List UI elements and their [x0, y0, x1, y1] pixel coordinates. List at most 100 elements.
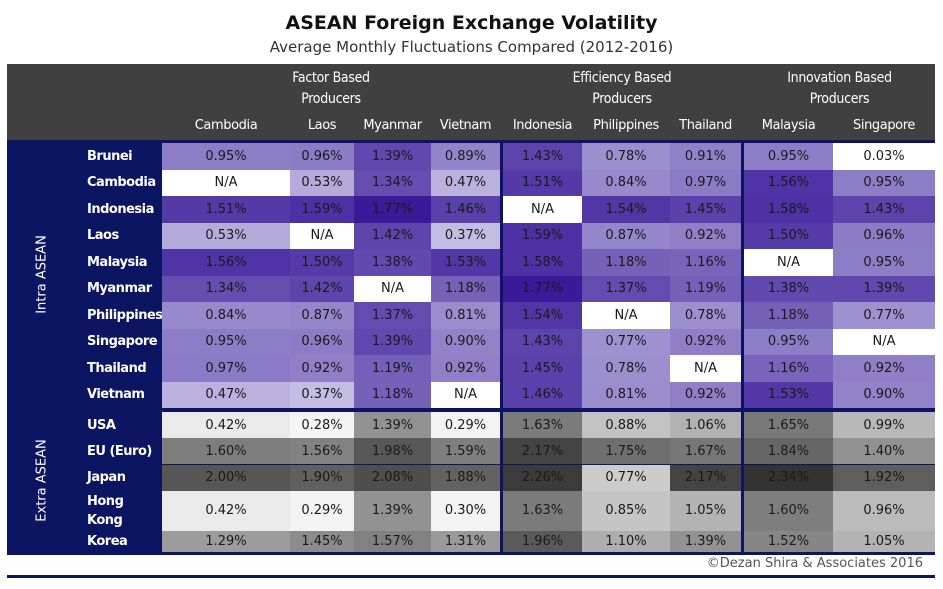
heatmap-cell: 0.85% [582, 490, 670, 531]
heatmap-cell: 0.97% [162, 355, 290, 382]
bottom-rule [7, 575, 935, 578]
heatmap-cell: 1.46% [431, 196, 500, 223]
heatmap-cell: 1.18% [744, 302, 833, 329]
heatmap-cell: 1.43% [833, 196, 935, 223]
column-header: Malaysia [761, 118, 816, 133]
heatmap-cell: 0.99% [833, 412, 935, 438]
heatmap-cell: 0.90% [833, 381, 935, 408]
heatmap-cell: 0.84% [162, 302, 290, 329]
heatmap-cell: 0.42% [162, 412, 290, 438]
heatmap-cell: 0.97% [670, 169, 741, 196]
heatmap-cell: 0.78% [582, 355, 670, 382]
heatmap-cell: 0.92% [290, 355, 354, 382]
heatmap-cell: 0.47% [162, 381, 290, 408]
column-header: Philippines [593, 118, 659, 133]
heatmap-cell: 1.54% [582, 196, 670, 223]
heatmap-cell: 1.16% [744, 355, 833, 382]
heatmap-cell: 0.81% [582, 381, 670, 408]
heatmap-cell: 0.03% [833, 143, 935, 170]
heatmap-cell: 2.26% [503, 464, 582, 491]
heatmap-cell: 1.46% [503, 381, 582, 408]
row-label: Brunei [87, 148, 133, 164]
heatmap-cell: 1.19% [670, 275, 741, 302]
heatmap-cell: 0.89% [431, 143, 500, 170]
heatmap-cell: 0.95% [162, 328, 290, 355]
heatmap-cell: 1.59% [431, 438, 500, 465]
heatmap-cell: 1.58% [744, 196, 833, 223]
heatmap-cell: 1.56% [162, 249, 290, 276]
heatmap-cell: 0.47% [431, 169, 500, 196]
heatmap-cell: 1.19% [354, 355, 431, 382]
heatmap-cell: 0.92% [833, 355, 935, 382]
heatmap-cell: 0.29% [290, 490, 354, 531]
heatmap-cell: 0.96% [290, 328, 354, 355]
heatmap-cell: 1.39% [670, 531, 741, 553]
heatmap-cell: N/A [431, 381, 500, 408]
heatmap-cell: 0.95% [833, 249, 935, 276]
heatmap-cell: 1.05% [670, 490, 741, 531]
heatmap-cell: 1.37% [354, 302, 431, 329]
heatmap-cell: 0.95% [162, 143, 290, 170]
heatmap-cell: 1.58% [503, 249, 582, 276]
heatmap-cell: 1.60% [744, 490, 833, 531]
row-group-label: Extra ASEAN [34, 439, 50, 522]
heatmap-cell: 0.92% [670, 328, 741, 355]
chart-subtitle: Average Monthly Fluctuations Compared (2… [269, 38, 674, 56]
heatmap-cell: 0.95% [833, 169, 935, 196]
row-label: Singapore [87, 334, 158, 350]
heatmap-cell: 1.90% [290, 464, 354, 491]
heatmap-cell: 0.37% [431, 222, 500, 249]
heatmap-cell: 1.60% [162, 438, 290, 465]
row-label: Cambodia [87, 175, 156, 191]
heatmap-cell: 1.39% [833, 275, 935, 302]
heatmap-cell: N/A [503, 196, 582, 223]
heatmap-cell: 1.54% [503, 302, 582, 329]
heatmap-cell: 2.08% [354, 464, 431, 491]
heatmap-cell: 0.84% [582, 169, 670, 196]
heatmap-cell: 1.06% [670, 412, 741, 438]
heatmap-cell: 1.77% [354, 196, 431, 223]
column-group-header: Innovation Based Producers [787, 70, 892, 107]
row-label: Laos [87, 228, 119, 244]
heatmap-cell: 1.92% [833, 464, 935, 491]
heatmap-cell: 0.77% [833, 302, 935, 329]
heatmap-cell: 1.59% [503, 222, 582, 249]
heatmap-cell: 0.95% [744, 143, 833, 170]
heatmap-cell: 1.51% [162, 196, 290, 223]
column-group-header: Efficiency Based Producers [572, 70, 672, 107]
heatmap-cell: 1.31% [431, 531, 500, 553]
heatmap-cell: 1.53% [431, 249, 500, 276]
row-group-label: Intra ASEAN [34, 234, 50, 314]
heatmap-cell: 1.75% [582, 438, 670, 465]
heatmap-cell: 1.10% [582, 531, 670, 553]
heatmap-cell: 2.00% [162, 464, 290, 491]
heatmap-cell: 1.45% [503, 355, 582, 382]
heatmap-cell: 0.77% [582, 464, 670, 491]
heatmap-cell: 1.50% [744, 222, 833, 249]
heatmap-cell: 1.43% [503, 328, 582, 355]
heatmap-cell: 2.17% [503, 438, 582, 465]
heatmap-cell: N/A [670, 355, 741, 382]
heatmap-cell: 0.95% [744, 328, 833, 355]
heatmap-cell: 1.51% [503, 169, 582, 196]
column-header: Cambodia [194, 118, 258, 133]
heatmap-cell: 0.78% [670, 302, 741, 329]
heatmap-cell: 1.57% [354, 531, 431, 553]
heatmap-cell: 1.42% [354, 222, 431, 249]
heatmap-cell: 0.90% [431, 328, 500, 355]
heatmap-cell: 1.38% [744, 275, 833, 302]
heatmap-cell: N/A [290, 222, 354, 249]
heatmap-cell: 1.88% [431, 464, 500, 491]
heatmap-cell: 0.88% [582, 412, 670, 438]
chart-title: ASEAN Foreign Exchange Volatility [285, 12, 658, 34]
row-label: Korea [87, 534, 128, 550]
heatmap-cell: N/A [833, 328, 935, 355]
heatmap-cell: 0.92% [670, 222, 741, 249]
heatmap-cell: 0.37% [290, 381, 354, 408]
column-header: Indonesia [512, 118, 573, 133]
heatmap-cell: 0.53% [162, 222, 290, 249]
heatmap-cell: 1.18% [582, 249, 670, 276]
heatmap-cell: 0.78% [582, 143, 670, 170]
heatmap-cell: 1.98% [354, 438, 431, 465]
heatmap-cell: 0.81% [431, 302, 500, 329]
